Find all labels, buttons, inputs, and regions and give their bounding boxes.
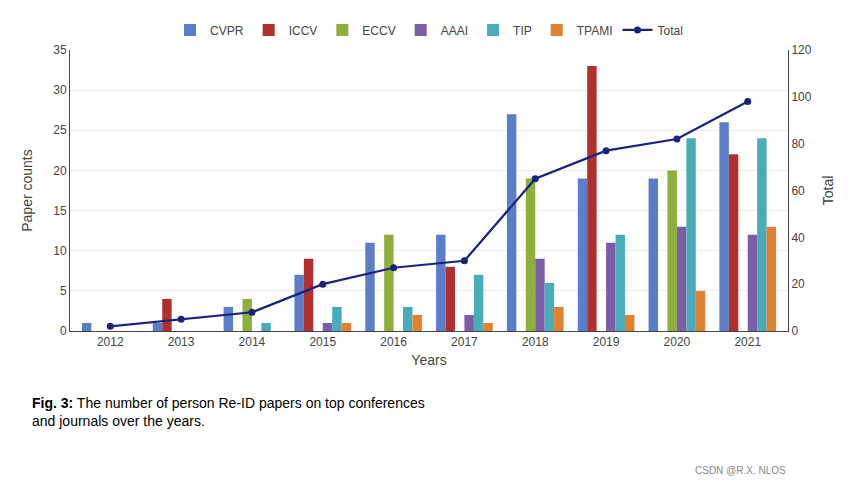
svg-text:60: 60 — [791, 184, 805, 198]
svg-text:35: 35 — [53, 43, 67, 57]
svg-text:20: 20 — [53, 164, 67, 178]
svg-text:120: 120 — [791, 43, 811, 57]
svg-text:TPAMI: TPAMI — [577, 24, 613, 38]
svg-text:CSDN @R.X. NLOS: CSDN @R.X. NLOS — [695, 465, 786, 476]
svg-text:25: 25 — [53, 123, 67, 137]
svg-text:5: 5 — [60, 284, 67, 298]
svg-text:40: 40 — [791, 231, 805, 245]
svg-text:2021: 2021 — [734, 335, 761, 349]
svg-text:2013: 2013 — [168, 335, 195, 349]
svg-text:2019: 2019 — [593, 335, 620, 349]
svg-text:2014: 2014 — [239, 335, 266, 349]
svg-text:CVPR: CVPR — [210, 24, 244, 38]
svg-text:80: 80 — [791, 137, 805, 151]
svg-text:2016: 2016 — [380, 335, 407, 349]
svg-text:Paper counts: Paper counts — [19, 149, 35, 232]
svg-text:2020: 2020 — [664, 335, 691, 349]
svg-text:Years: Years — [411, 352, 446, 368]
svg-text:10: 10 — [53, 244, 67, 258]
svg-text:Total: Total — [820, 176, 836, 206]
svg-text:ECCV: ECCV — [362, 24, 395, 38]
svg-text:Fig. 3: The number of person R: Fig. 3: The number of person Re-ID paper… — [32, 395, 425, 429]
svg-text:0: 0 — [791, 324, 798, 338]
svg-text:2015: 2015 — [309, 335, 336, 349]
svg-text:2018: 2018 — [522, 335, 549, 349]
svg-text:2017: 2017 — [451, 335, 478, 349]
svg-text:30: 30 — [53, 83, 67, 97]
svg-text:15: 15 — [53, 204, 67, 218]
svg-text:2012: 2012 — [97, 335, 124, 349]
svg-text:ICCV: ICCV — [289, 24, 318, 38]
svg-text:Total: Total — [658, 24, 683, 38]
svg-text:AAAI: AAAI — [441, 24, 468, 38]
svg-text:20: 20 — [791, 277, 805, 291]
svg-text:TIP: TIP — [513, 24, 532, 38]
svg-text:0: 0 — [60, 324, 67, 338]
svg-text:100: 100 — [791, 90, 811, 104]
